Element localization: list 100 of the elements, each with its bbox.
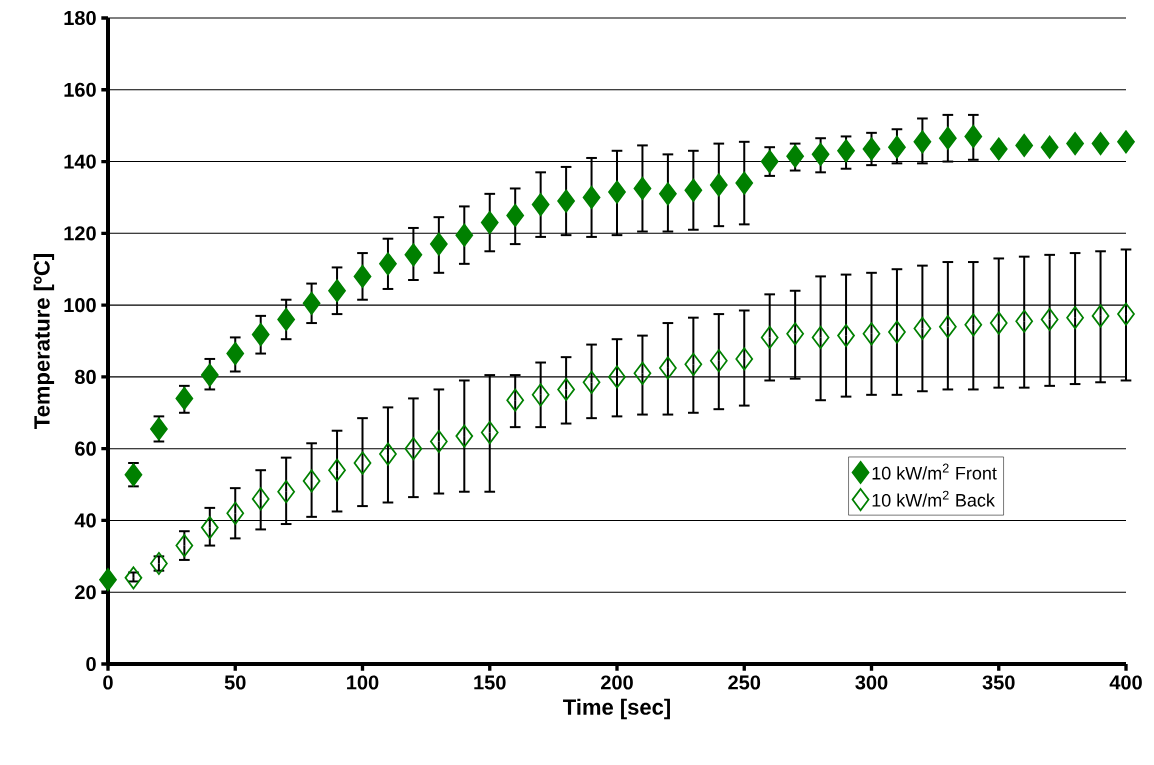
point — [404, 243, 423, 267]
point — [175, 534, 194, 558]
point — [328, 458, 346, 482]
point — [506, 388, 525, 412]
point — [506, 203, 525, 227]
y-axis-title: Temperature [ºC] — [33, 254, 55, 429]
y-tick-label: 20 — [75, 585, 96, 600]
x-tick-label: 150 — [474, 675, 506, 690]
point — [124, 566, 143, 590]
legend-label: 10 kW/m$^{2}$ Back — [872, 490, 995, 507]
point — [684, 178, 703, 202]
point — [964, 124, 983, 148]
point — [1040, 307, 1059, 331]
point — [302, 469, 321, 493]
point — [1091, 132, 1110, 156]
point — [277, 307, 296, 331]
point — [735, 347, 754, 371]
point — [964, 313, 983, 337]
point — [786, 144, 805, 168]
point — [633, 176, 652, 201]
point — [480, 420, 499, 445]
point — [531, 193, 550, 217]
point — [379, 442, 397, 466]
point — [557, 189, 575, 213]
point — [455, 223, 474, 247]
point — [888, 320, 906, 344]
point — [1015, 309, 1034, 333]
point — [709, 349, 728, 373]
point — [404, 437, 423, 461]
point — [226, 342, 245, 366]
point — [760, 150, 779, 174]
x-tick-label: 50 — [224, 675, 246, 690]
point — [760, 325, 779, 349]
point — [811, 325, 830, 349]
point — [1091, 304, 1110, 328]
point — [251, 487, 270, 511]
point — [328, 279, 346, 303]
point — [938, 315, 957, 339]
point — [353, 451, 372, 475]
point — [608, 365, 626, 389]
x-tick-label: 250 — [728, 675, 761, 690]
point — [429, 429, 448, 454]
point — [633, 361, 652, 385]
y-tick-label: 180 — [64, 10, 96, 26]
y-tick-label: 120 — [64, 226, 96, 241]
point — [659, 182, 677, 206]
point — [1015, 133, 1034, 157]
point — [531, 383, 550, 407]
point — [277, 480, 296, 504]
point — [175, 386, 194, 410]
point — [1117, 302, 1135, 326]
y-tick-label: 0 — [86, 656, 96, 672]
point — [659, 356, 677, 380]
x-tick-label: 350 — [982, 675, 1015, 690]
point — [200, 516, 219, 540]
y-tick-label: 100 — [64, 298, 96, 313]
point — [1066, 132, 1084, 156]
point — [1066, 306, 1084, 330]
x-tick-label: 400 — [1109, 675, 1142, 690]
x-tick-label: 100 — [347, 675, 379, 690]
y-tick-label: 140 — [64, 154, 96, 169]
point — [480, 211, 499, 235]
point — [862, 137, 881, 161]
point — [200, 363, 219, 387]
point — [709, 173, 728, 197]
y-tick-label: 60 — [75, 441, 96, 456]
point — [913, 316, 932, 340]
point — [150, 551, 168, 576]
y-tick-label: 160 — [64, 82, 96, 97]
point — [989, 311, 1008, 335]
point — [429, 232, 448, 256]
point — [582, 185, 601, 209]
point — [888, 135, 906, 159]
point — [302, 291, 321, 315]
point — [353, 264, 372, 288]
point — [811, 142, 830, 166]
legend-label: 10 kW/m$^{2}$ Front — [872, 463, 997, 480]
point — [379, 252, 397, 276]
point — [735, 171, 754, 195]
x-axis-title: Time [sec] — [563, 698, 670, 720]
point — [455, 424, 474, 448]
point — [913, 130, 932, 154]
y-tick-label: 80 — [75, 369, 96, 384]
point — [582, 370, 601, 394]
x-tick-label: 200 — [601, 675, 633, 690]
x-tick-label: 300 — [855, 675, 888, 690]
x-tick-label: 0 — [103, 675, 113, 690]
point — [837, 139, 855, 163]
point — [786, 322, 805, 346]
point — [684, 352, 703, 376]
point — [608, 180, 626, 204]
point — [557, 377, 575, 401]
point — [1040, 135, 1059, 159]
point — [99, 568, 117, 592]
y-tick-label: 40 — [74, 513, 96, 528]
point — [226, 501, 245, 525]
point — [837, 324, 855, 348]
point — [862, 322, 881, 346]
point — [251, 323, 270, 347]
point — [989, 137, 1008, 161]
